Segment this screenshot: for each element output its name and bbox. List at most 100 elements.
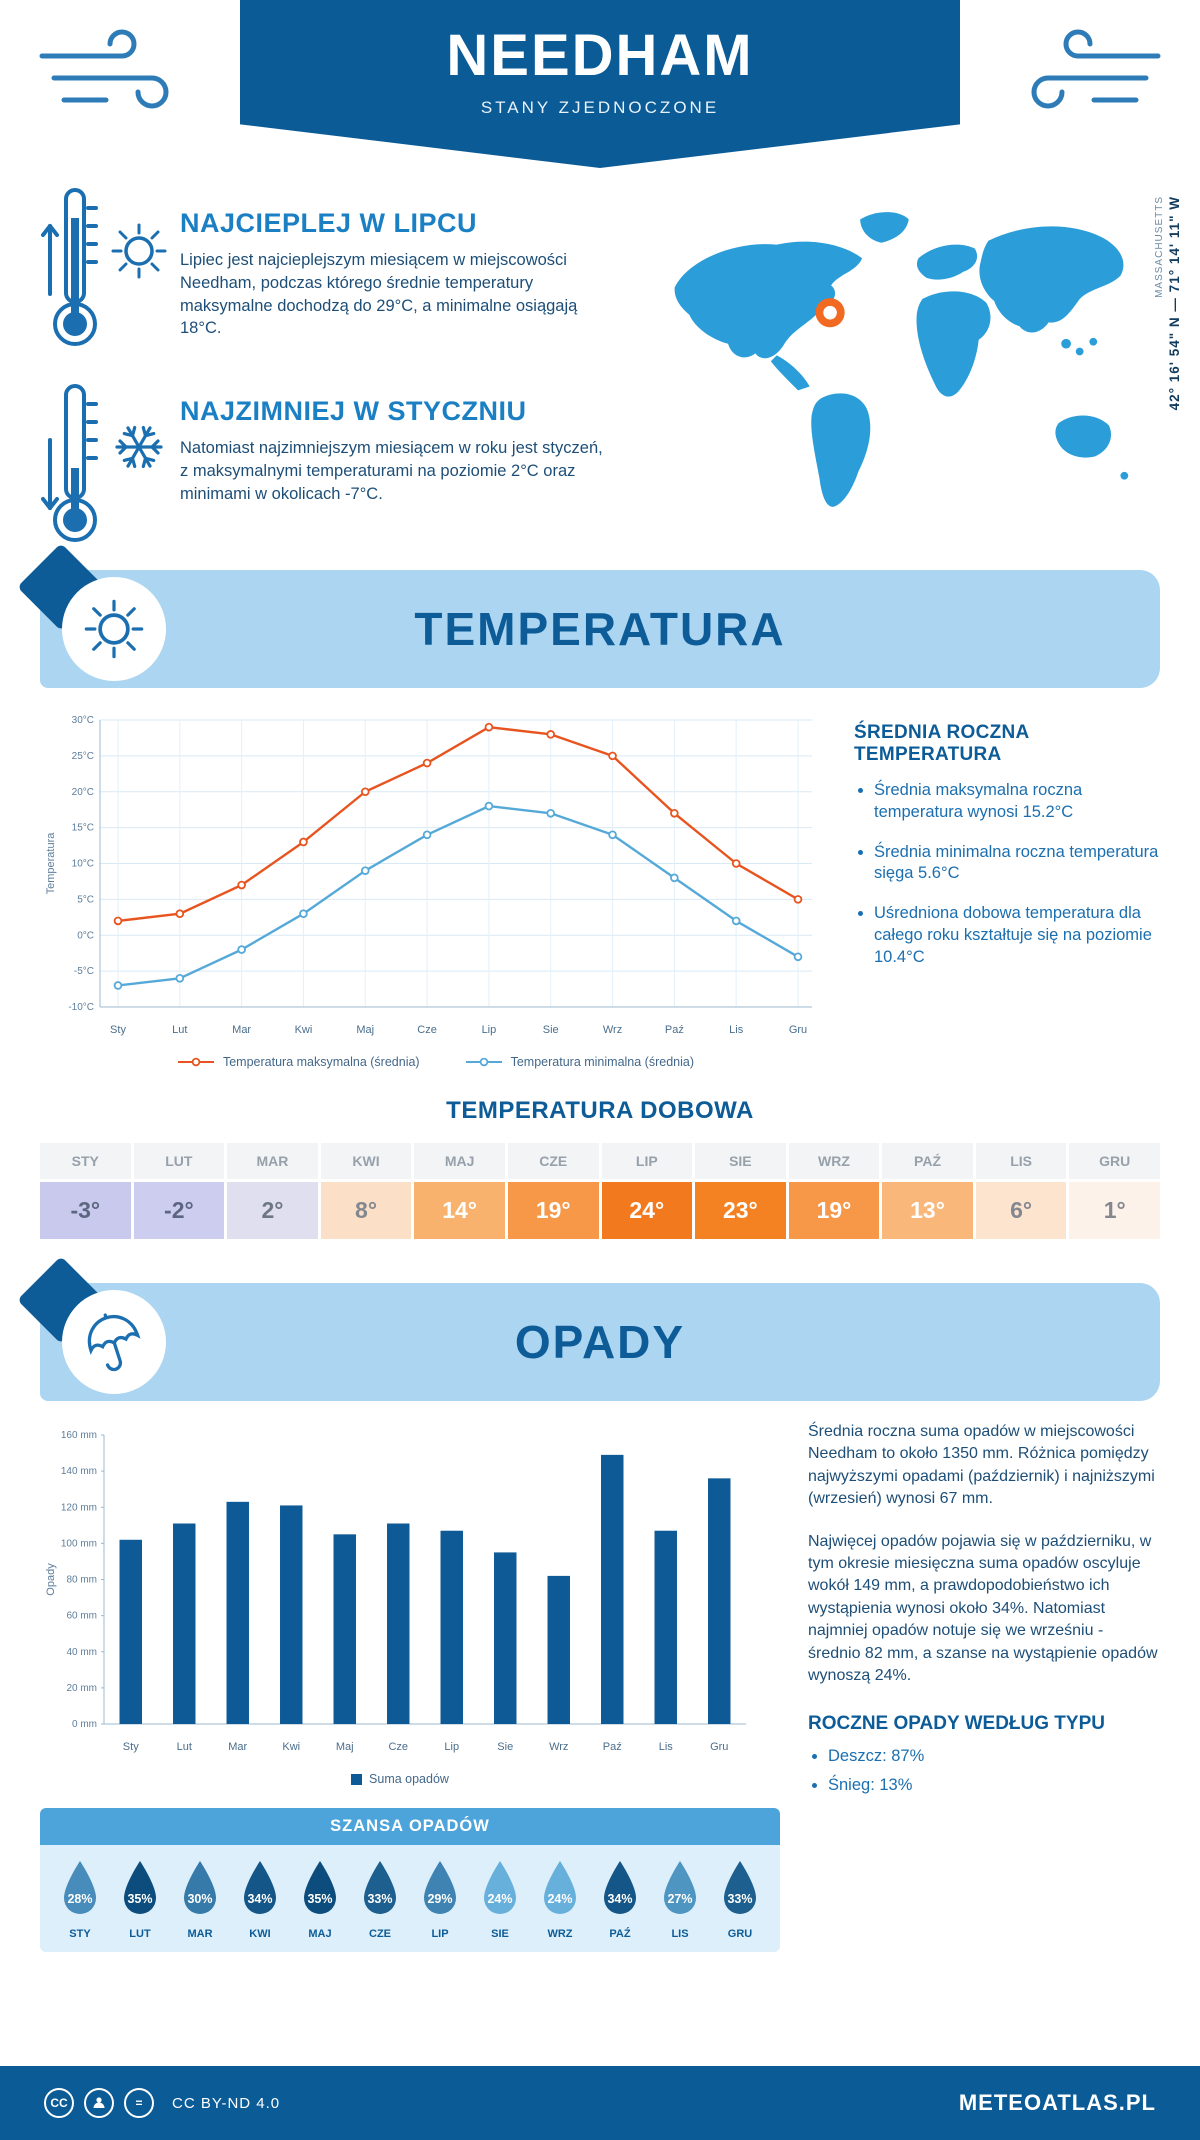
data-point (793, 952, 803, 962)
bar (387, 1523, 410, 1724)
precip-chance-cell: 33% CZE (350, 1859, 410, 1940)
line-series (117, 725, 799, 923)
data-point (546, 730, 556, 739)
bar (280, 1505, 303, 1724)
sun-icon (84, 599, 144, 659)
bar (654, 1530, 677, 1724)
precip-chance-cell: 29% LIP (410, 1859, 470, 1940)
warmest-heading: NAJCIEPLEJ W LIPCU (180, 208, 478, 238)
daily-temp-value: 19° (507, 1182, 599, 1239)
thermometer-up-icon (41, 188, 98, 346)
precip-chance-value: 28% (67, 1892, 92, 1906)
precipitation-text-panel: Średnia roczna suma opadów w miejscowośc… (808, 1421, 1160, 1952)
bar (547, 1575, 570, 1724)
y-tick-label: 15°C (72, 823, 94, 834)
daily-temp-month: LIS (975, 1143, 1067, 1179)
coordinates-block: MASSACHUSETTS 42° 16' 54" N — 71° 14' 11… (1154, 196, 1182, 540)
location-marker (815, 298, 845, 328)
legend-label: Suma opadów (369, 1772, 449, 1786)
precip-chance-value: 35% (307, 1892, 332, 1906)
data-point (175, 909, 185, 919)
precip-paragraph-1: Średnia roczna suma opadów w miejscowośc… (808, 1423, 1155, 1508)
data-point (793, 895, 803, 904)
bar (601, 1454, 624, 1724)
raindrop-icon: 33% (364, 1861, 396, 1914)
intro-section: NAJCIEPLEJ W LIPCU Lipiec jest najcieple… (0, 178, 1200, 570)
snowflake-icon (115, 423, 163, 471)
cc-nd-equals-icon: = (124, 2088, 154, 2118)
data-point (608, 830, 617, 840)
license-block: CC = CC BY-ND 4.0 (44, 2088, 280, 2118)
data-point (731, 859, 741, 868)
annual-temp-heading: ŚREDNIA ROCZNA TEMPERATURA (854, 722, 1029, 765)
cc-icon: CC (44, 2088, 74, 2118)
raindrop-icon: 28% (64, 1861, 96, 1914)
y-tick-label: 120 mm (61, 1502, 97, 1513)
region-label: MASSACHUSETTS (1154, 196, 1165, 298)
annual-temp-bullet: Średnia minimalna roczna temperatura się… (874, 842, 1160, 886)
world-map-image (674, 212, 1129, 507)
wind-icon (1031, 29, 1161, 109)
data-point (484, 801, 494, 811)
raindrop-icon: 24% (544, 1861, 576, 1914)
daily-temp-month: KWI (320, 1143, 412, 1179)
daily-temp-value: 14° (414, 1182, 505, 1239)
data-point (237, 880, 246, 890)
coldest-month-block: NAJZIMNIEJ W STYCZNIU Natomiast najzimni… (40, 380, 680, 558)
precip-chance-heading: SZANSA OPADÓW (40, 1808, 780, 1845)
x-tick-label: Gru (710, 1741, 728, 1753)
legend-label: Temperatura maksymalna (średnia) (222, 1055, 420, 1069)
precip-chance-month: WRZ (547, 1928, 573, 1940)
raindrop-icon: 35% (304, 1861, 336, 1914)
bar (333, 1534, 356, 1724)
x-tick-label: Lip (444, 1741, 459, 1753)
daily-temp-month: LIP (601, 1143, 693, 1179)
y-tick-label: 20°C (72, 787, 94, 798)
y-tick-label: 60 mm (66, 1611, 97, 1622)
y-tick-label: 5°C (77, 894, 94, 905)
bar (494, 1552, 517, 1724)
daily-temp-month: PAŹ (882, 1143, 973, 1179)
line-chart-legend: Temperatura maksymalna (średnia) Temperat… (40, 1055, 830, 1069)
temperature-line-chart: -10°C -5°C 0°C 5°C 10°C 15°C 20°C 25°C 30°C Sty Lu… (45, 715, 812, 1036)
y-tick-label: -10°C (68, 1002, 94, 1013)
precip-chance-month: CZE (369, 1928, 391, 1940)
warmest-month-text: NAJCIEPLEJ W LIPCU Lipiec jest najcieple… (180, 184, 610, 362)
daily-temp-month: STY (40, 1143, 131, 1179)
daily-temp-table: STY LUT MAR KWI MAJ CZE LIP SIE WRZ PAŹ LIS GRU -3°… (40, 1143, 1160, 1239)
y-tick-label: 25°C (72, 751, 94, 762)
precip-chance-month: LIP (431, 1928, 449, 1940)
line-chart-column: -10°C -5°C 0°C 5°C 10°C 15°C 20°C 25°C 30°C Sty Lu… (40, 704, 830, 1069)
daily-temp-value: 13° (882, 1182, 973, 1239)
daily-temp-month: GRU (1069, 1143, 1160, 1179)
license-label: CC BY-ND 4.0 (172, 2094, 281, 2112)
data-point (670, 808, 679, 818)
daily-temp-month: CZE (507, 1143, 599, 1179)
legend-item: Temperatura maksymalna (średnia) (176, 1055, 420, 1069)
x-tick-label: Lip (482, 1024, 497, 1036)
precip-chance-value: 33% (367, 1892, 392, 1906)
y-tick-label: 10°C (72, 859, 94, 870)
precip-chance-cell: 33% GRU (710, 1859, 770, 1940)
y-tick-label: 40 mm (66, 1647, 97, 1658)
daily-temp-value: 23° (695, 1182, 786, 1239)
daily-temp-month: MAR (227, 1143, 318, 1179)
umbrella-badge (62, 1290, 166, 1394)
precip-chance-value: 27% (667, 1892, 692, 1906)
brand-label: METEOATLAS.PL (958, 2090, 1156, 2115)
daily-temp-value: 1° (1069, 1182, 1160, 1239)
x-tick-label: Lut (172, 1024, 187, 1036)
legend-item: Temperatura minimalna (średnia) (464, 1055, 694, 1069)
annual-temperature-panel: ŚREDNIA ROCZNA TEMPERATURA Średnia maksy… (854, 704, 1160, 1069)
precip-chance-value: 35% (127, 1892, 152, 1906)
raindrop-icon: 35% (124, 1861, 156, 1914)
daily-temp-month: MAJ (414, 1143, 505, 1179)
coldest-month-text: NAJZIMNIEJ W STYCZNIU Natomiast najzimni… (180, 380, 610, 558)
x-tick-label: Maj (336, 1741, 354, 1753)
x-tick-label: Mar (232, 1024, 251, 1036)
bar (173, 1523, 196, 1724)
data-point (731, 916, 741, 926)
footer: CC = CC BY-ND 4.0 METEOATLAS.PL (0, 2066, 1200, 2140)
precip-chance-cell: 27% LIS (650, 1859, 710, 1940)
x-tick-label: Wrz (549, 1741, 568, 1753)
